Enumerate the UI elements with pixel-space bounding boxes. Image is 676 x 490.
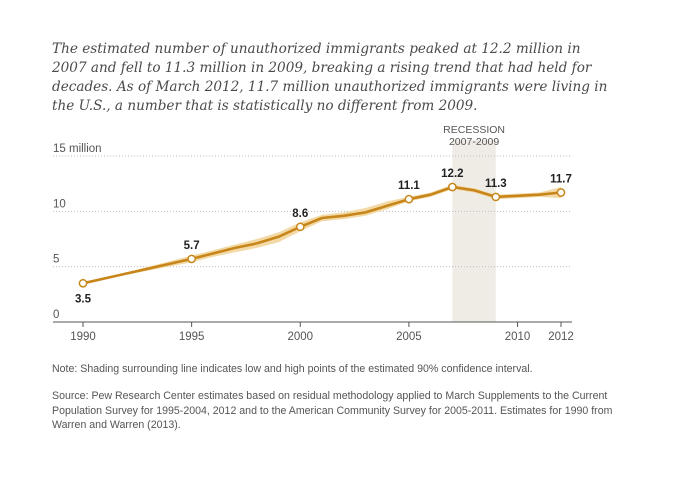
x-tick-label: 2005: [396, 331, 422, 343]
data-point-label: 8.6: [292, 208, 308, 220]
data-point-label: 11.3: [485, 178, 507, 190]
y-tick-label: 10: [53, 198, 66, 210]
x-tick-label: 1990: [70, 331, 96, 343]
data-point-marker: [187, 254, 196, 264]
x-tick-label: 2010: [505, 331, 531, 343]
data-point-label: 12.2: [441, 168, 463, 180]
recession-band: [452, 140, 496, 322]
y-tick-label: 5: [53, 254, 59, 266]
data-point-marker: [556, 188, 566, 197]
data-markers: [78, 182, 566, 288]
data-point-label: 5.7: [184, 240, 200, 252]
data-point-marker: [78, 278, 88, 288]
data-point-label: 3.5: [75, 293, 92, 305]
y-tick-label: 0: [53, 309, 59, 321]
chart-source: Source: Pew Research Center estimates ba…: [52, 390, 613, 431]
confidence-interval-area: [83, 184, 561, 284]
axes: 0 5 10 15 million 1990 1995 2000 2005 2010 2012: [53, 143, 574, 343]
data-point-label: 11.7: [550, 174, 572, 186]
data-labels: 3.5 5.7 8.6 11.1 12.2 11.3 11.7: [75, 168, 572, 305]
confidence-band: [83, 184, 561, 284]
x-tick-label: 1995: [179, 331, 205, 343]
x-tick-label: 2000: [287, 331, 313, 343]
data-point-marker: [491, 192, 501, 202]
chart-note: Note: Shading surrounding line indicates…: [52, 363, 533, 375]
gridlines: [53, 155, 572, 268]
chart-subtitle: The estimated number of unauthorized imm…: [52, 41, 608, 114]
data-point-label: 11.1: [398, 180, 420, 192]
recession-years-label: 2007-2009: [449, 136, 499, 148]
x-tick-label: 2012: [548, 331, 574, 343]
data-point-marker: [404, 194, 414, 204]
recession-label: RECESSION: [443, 124, 505, 136]
data-point-marker: [448, 182, 457, 192]
data-point-marker: [295, 222, 305, 232]
y-tick-label: 15 million: [53, 143, 102, 155]
